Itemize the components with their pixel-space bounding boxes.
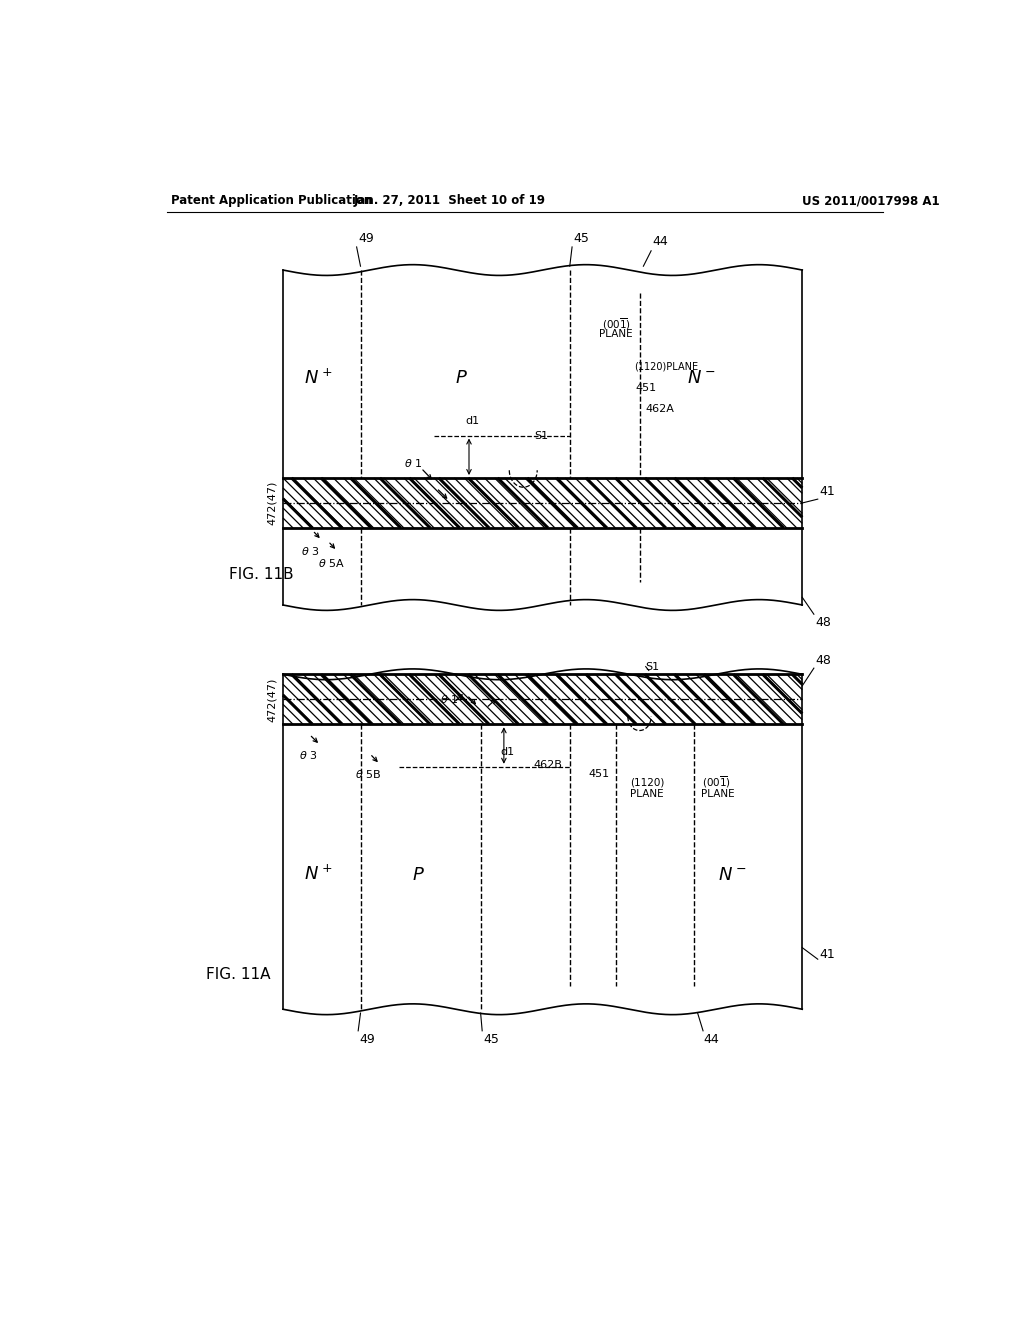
Text: (1120): (1120) bbox=[630, 777, 665, 787]
Text: 472(47): 472(47) bbox=[267, 480, 276, 525]
Text: 462B: 462B bbox=[534, 760, 562, 770]
Text: d1: d1 bbox=[466, 416, 480, 426]
Text: ($00\overline{1}$): ($00\overline{1}$) bbox=[602, 317, 631, 331]
Text: FIG. 11B: FIG. 11B bbox=[228, 566, 293, 582]
Text: 472(47): 472(47) bbox=[267, 677, 276, 722]
Text: $\theta$ 1: $\theta$ 1 bbox=[404, 457, 422, 469]
Text: ($00\overline{1}$): ($00\overline{1}$) bbox=[701, 775, 730, 789]
Text: 49: 49 bbox=[358, 231, 374, 244]
Text: 48: 48 bbox=[815, 653, 831, 667]
Text: S1: S1 bbox=[646, 661, 659, 672]
Text: 462A: 462A bbox=[646, 404, 675, 413]
Text: $N^+$: $N^+$ bbox=[304, 368, 332, 388]
Text: PLANE: PLANE bbox=[701, 788, 735, 799]
Text: FIG. 11A: FIG. 11A bbox=[206, 968, 270, 982]
Text: PLANE: PLANE bbox=[630, 788, 664, 799]
Text: 41: 41 bbox=[819, 484, 835, 498]
Text: 49: 49 bbox=[359, 1034, 376, 1047]
Text: PLANE: PLANE bbox=[599, 329, 633, 339]
Text: $\theta$ 5A: $\theta$ 5A bbox=[318, 557, 345, 569]
Text: $\theta$ 3: $\theta$ 3 bbox=[299, 750, 317, 762]
Text: Patent Application Publication: Patent Application Publication bbox=[171, 194, 372, 207]
Text: $\theta$ 5B: $\theta$ 5B bbox=[355, 768, 381, 780]
Text: (1120)PLANE: (1120)PLANE bbox=[634, 362, 698, 371]
Text: $\theta$ 3: $\theta$ 3 bbox=[301, 545, 319, 557]
Text: 45: 45 bbox=[573, 231, 590, 244]
Text: 45: 45 bbox=[483, 1034, 499, 1047]
Text: Jan. 27, 2011  Sheet 10 of 19: Jan. 27, 2011 Sheet 10 of 19 bbox=[353, 194, 546, 207]
Text: $N^-$: $N^-$ bbox=[687, 368, 716, 387]
Text: $N^+$: $N^+$ bbox=[304, 865, 332, 884]
Text: 451: 451 bbox=[589, 770, 610, 779]
Text: 44: 44 bbox=[652, 235, 669, 248]
Text: US 2011/0017998 A1: US 2011/0017998 A1 bbox=[802, 194, 940, 207]
Text: 48: 48 bbox=[815, 615, 831, 628]
Text: 451: 451 bbox=[636, 383, 656, 393]
Text: 44: 44 bbox=[703, 1034, 720, 1047]
Text: 41: 41 bbox=[819, 948, 835, 961]
Text: $\theta$ 1: $\theta$ 1 bbox=[440, 693, 459, 705]
Text: d1: d1 bbox=[501, 747, 515, 758]
Text: $P$: $P$ bbox=[455, 368, 468, 387]
Text: S1: S1 bbox=[535, 430, 548, 441]
Text: $N^-$: $N^-$ bbox=[718, 866, 746, 883]
Text: $P$: $P$ bbox=[413, 866, 425, 883]
